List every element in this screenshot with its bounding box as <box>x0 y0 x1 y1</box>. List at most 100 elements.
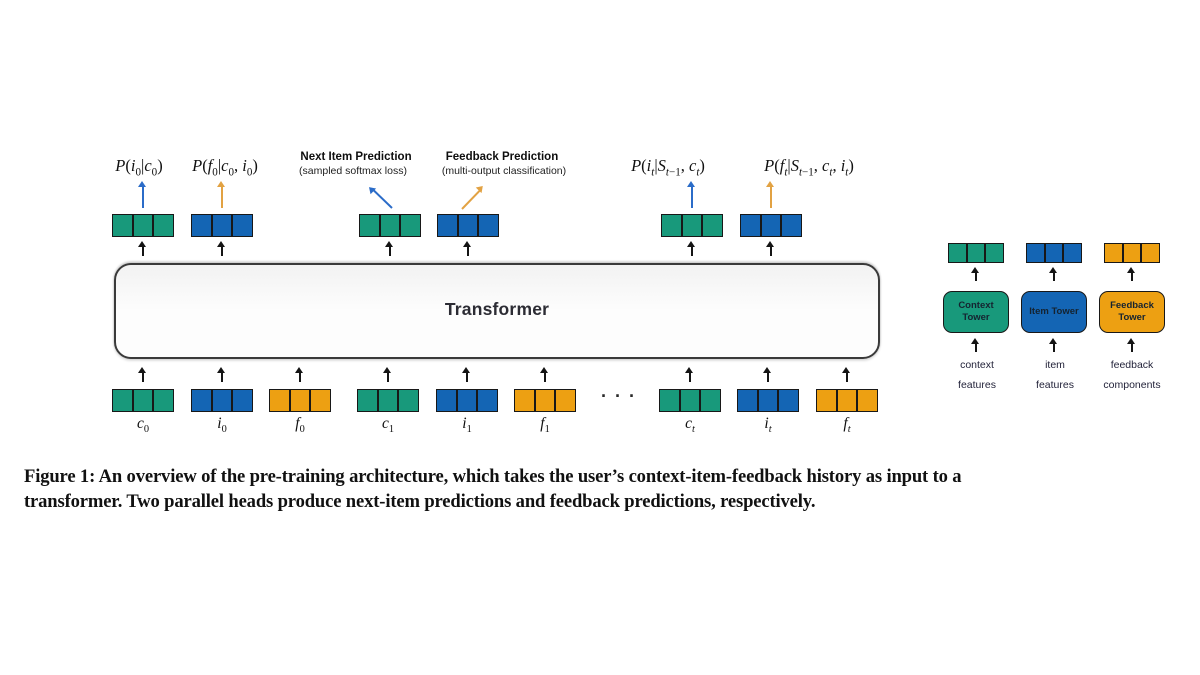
embedding-cell <box>192 215 211 236</box>
embedding-cell <box>380 215 400 236</box>
embedding-cell <box>1105 244 1122 262</box>
input-token-block-it <box>737 389 799 412</box>
legend-embedding-block-feedback <box>1104 243 1160 263</box>
embedding-cell <box>741 215 760 236</box>
embedding-cell <box>680 390 700 411</box>
embedding-cell <box>1142 244 1159 262</box>
embedding-cell <box>1045 244 1063 262</box>
embedding-cell <box>703 215 722 236</box>
input-token-block-f0 <box>269 389 331 412</box>
feedback-tower-box: Feedback Tower <box>1099 291 1165 333</box>
embedding-cell <box>782 215 801 236</box>
input-token-block-i0 <box>191 389 253 412</box>
feedback-prediction-heading: Feedback Prediction <box>445 151 559 163</box>
figure-caption-line-1: Figure 1: An overview of the pre-trainin… <box>24 466 962 487</box>
embedding-cell <box>458 215 478 236</box>
input-token-block-c0 <box>112 389 174 412</box>
embedding-cell <box>1064 244 1081 262</box>
input-label-ft: ft <box>843 415 851 436</box>
up-arrow-icon <box>765 241 777 257</box>
item-head-up-arrow-icon <box>686 181 698 209</box>
prob-label-f0-given-c0-i0: P(f0|c0, i0) <box>192 156 258 179</box>
embedding-cell <box>660 390 679 411</box>
embedding-cell <box>556 390 575 411</box>
embedding-cell <box>113 390 132 411</box>
embedding-cell <box>986 244 1003 262</box>
input-label-i0: i0 <box>217 415 227 436</box>
feedback-components-caption-line1: feedback <box>1110 359 1154 371</box>
input-label-i1: i1 <box>462 415 472 436</box>
input-label-f0: f0 <box>295 415 305 436</box>
feedback-head-up-arrow-icon <box>216 181 228 209</box>
input-label-ct: ct <box>685 415 695 436</box>
embedding-cell <box>113 215 132 236</box>
embedding-cell <box>154 215 173 236</box>
up-arrow-icon <box>137 367 149 383</box>
up-arrow-icon <box>1048 267 1060 282</box>
output-embedding-block-item-0 <box>112 214 174 237</box>
up-arrow-icon <box>762 367 774 383</box>
embedding-cell <box>311 390 330 411</box>
item-tower-box: Item Tower <box>1021 291 1087 333</box>
context-features-caption-line1: context <box>960 359 994 371</box>
embedding-cell <box>779 390 798 411</box>
embedding-cell <box>837 390 857 411</box>
prob-label-i0-given-c0: P(i0|c0) <box>115 156 163 179</box>
embedding-cell <box>270 390 289 411</box>
up-arrow-icon <box>1126 338 1138 353</box>
up-arrow-icon <box>382 367 394 383</box>
up-arrow-icon <box>539 367 551 383</box>
up-arrow-icon <box>137 241 149 257</box>
embedding-cell <box>817 390 836 411</box>
up-arrow-icon <box>462 241 474 257</box>
figure-caption-line-2: transformer. Two parallel heads produce … <box>24 491 816 512</box>
prob-label-ft-given-history: P(ft|St−1, ct, it) <box>764 156 854 179</box>
embedding-cell <box>1027 244 1044 262</box>
output-embedding-block-next-item <box>359 214 421 237</box>
embedding-cell <box>360 215 379 236</box>
up-arrow-icon <box>970 267 982 282</box>
embedding-cell <box>738 390 757 411</box>
embedding-cell <box>358 390 377 411</box>
output-embedding-block-item-t <box>661 214 723 237</box>
input-token-block-ct <box>659 389 721 412</box>
up-arrow-icon <box>686 241 698 257</box>
embedding-cell <box>535 390 555 411</box>
context-features-caption-line2: features <box>958 379 996 391</box>
embedding-cell <box>682 215 702 236</box>
input-label-f1: f1 <box>540 415 550 436</box>
embedding-cell <box>233 390 252 411</box>
up-arrow-icon <box>684 367 696 383</box>
next-item-prediction-heading: Next Item Prediction <box>300 151 412 163</box>
embedding-cell <box>437 390 456 411</box>
input-token-block-ft <box>816 389 878 412</box>
embedding-cell <box>662 215 681 236</box>
embedding-cell <box>133 390 153 411</box>
input-label-c0: c0 <box>136 415 150 436</box>
embedding-cell <box>967 244 985 262</box>
embedding-cell <box>701 390 720 411</box>
feedback-prediction-subheading: (multi-output classification) <box>441 165 567 177</box>
up-arrow-icon <box>461 367 473 383</box>
embedding-cell <box>399 390 418 411</box>
legend-embedding-block-context <box>948 243 1004 263</box>
input-label-it: it <box>764 415 772 436</box>
embedding-cell <box>1123 244 1141 262</box>
up-arrow-icon <box>216 241 228 257</box>
input-label-c1: c1 <box>381 415 395 436</box>
up-arrow-icon <box>216 367 228 383</box>
feedback-diagonal-arrow-icon <box>458 183 488 214</box>
up-arrow-icon <box>384 241 396 257</box>
feedback-components-caption-line2: components <box>1103 379 1161 391</box>
output-embedding-block-feedback <box>437 214 499 237</box>
embedding-cell <box>133 215 153 236</box>
embedding-cell <box>290 390 310 411</box>
embedding-cell <box>233 215 252 236</box>
up-arrow-icon <box>970 338 982 353</box>
embedding-cell <box>154 390 173 411</box>
embedding-cell <box>515 390 534 411</box>
embedding-cell <box>378 390 398 411</box>
item-head-up-arrow-icon <box>137 181 149 209</box>
transformer-box: Transformer <box>114 263 880 359</box>
